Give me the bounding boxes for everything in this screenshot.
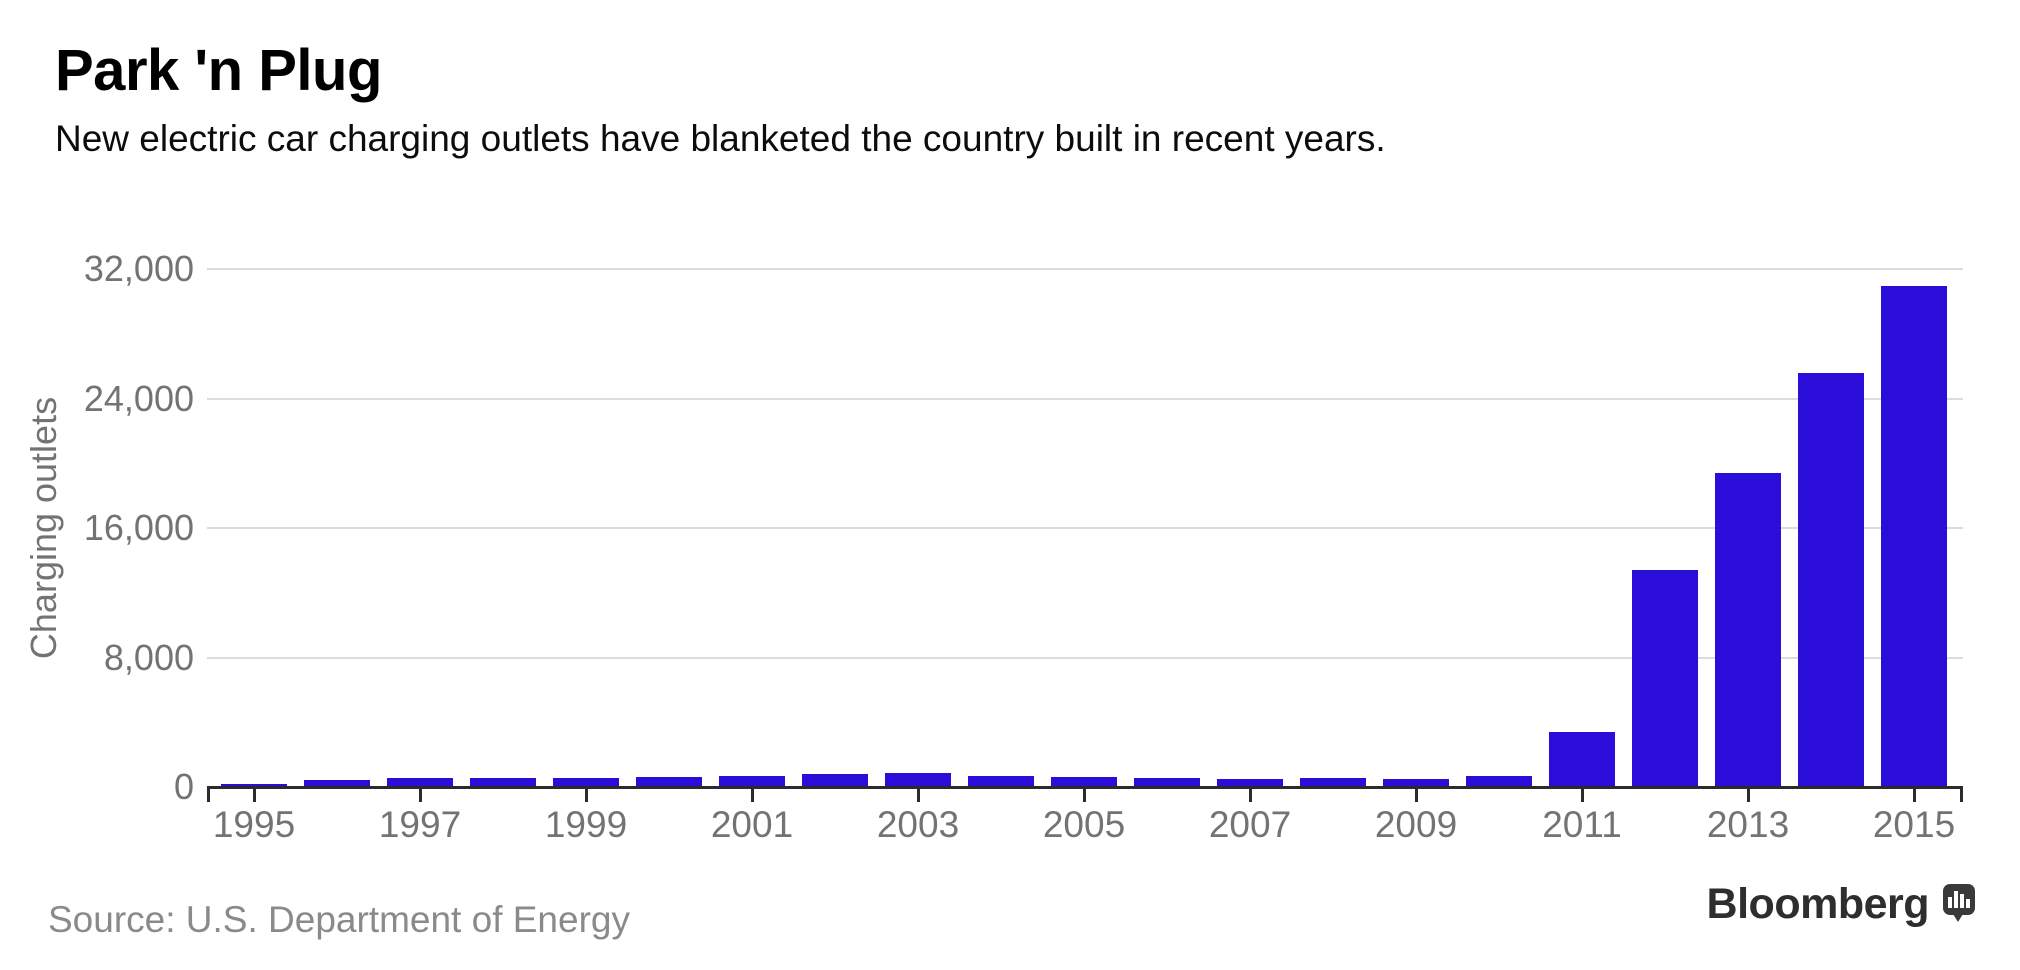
bar-2004 [968,776,1034,787]
axis-end-cap [1960,789,1963,802]
bar-2013 [1715,473,1781,787]
x-tick-2011 [1581,789,1584,802]
gridline-8,000 [207,657,1963,659]
x-tick-2013 [1747,789,1750,802]
x-tick-label: 2001 [710,804,794,845]
x-tick-1997 [419,789,422,802]
bloomberg-logo: Bloomberg [1707,878,1976,930]
bloomberg-chart-bubble-icon [1943,884,1975,922]
y-tick-label: 8,000 [103,637,194,678]
bar-2005 [1051,777,1117,787]
gridline-16,000 [207,527,1963,529]
bar-1997 [387,778,453,787]
x-tick-label: 2013 [1706,804,1790,845]
bar-2003 [885,773,951,787]
x-tick-2001 [751,789,754,802]
gridline-32,000 [207,268,1963,270]
bar-2010 [1466,776,1532,787]
x-tick-label: 2003 [876,804,960,845]
gridline-24,000 [207,398,1963,400]
chart-subtitle: New electric car charging outlets have b… [55,118,1386,159]
x-tick-1999 [585,789,588,802]
x-tick-label: 1997 [378,804,462,845]
x-tick-label: 1999 [544,804,628,845]
y-tick-label: 32,000 [83,248,194,289]
x-tick-label: 2015 [1872,804,1956,845]
axis-end-cap [207,789,210,802]
x-tick-label: 2007 [1208,804,1292,845]
bar-2014 [1798,373,1864,787]
bar-2008 [1300,778,1366,787]
bar-2002 [802,774,868,787]
x-tick-2015 [1913,789,1916,802]
bar-1995 [221,784,287,787]
x-tick-2003 [917,789,920,802]
x-axis-line [207,786,1963,789]
bar-2009 [1383,779,1449,787]
x-tick-2005 [1083,789,1086,802]
y-tick-label: 16,000 [83,507,194,548]
source-note: Source: U.S. Department of Energy [48,899,630,940]
x-tick-2007 [1249,789,1252,802]
x-tick-2009 [1415,789,1418,802]
bar-2000 [636,777,702,787]
x-tick-label: 2011 [1542,804,1622,845]
x-tick-label: 1995 [212,804,296,845]
x-tick-label: 2005 [1042,804,1126,845]
y-tick-label: 24,000 [83,378,194,419]
bar-1996 [304,780,370,787]
bar-1999 [553,778,619,787]
bloomberg-wordmark: Bloomberg [1706,879,1930,928]
bar-2001 [719,776,785,787]
bar-2011 [1549,732,1615,787]
bar-2012 [1632,570,1698,787]
bar-2007 [1217,779,1283,787]
x-tick-label: 2009 [1374,804,1458,845]
chart-title: Park 'n Plug [55,38,382,103]
bar-2015 [1881,286,1947,787]
bar-1998 [470,778,536,787]
x-tick-1995 [253,789,256,802]
y-tick-label: 0 [173,766,194,807]
bar-2006 [1134,778,1200,787]
